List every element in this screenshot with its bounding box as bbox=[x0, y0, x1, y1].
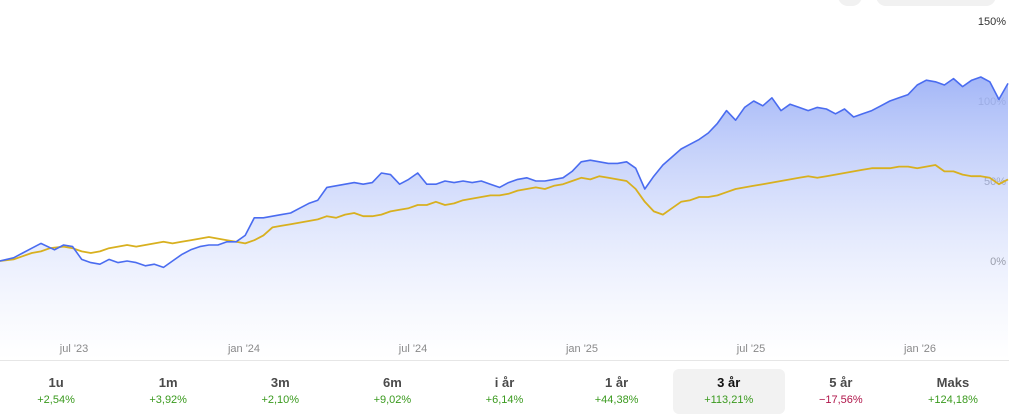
period-option[interactable]: 6m +9,02% bbox=[336, 369, 448, 414]
period-label: 6m bbox=[382, 375, 402, 390]
period-label: 1 år bbox=[605, 375, 629, 390]
period-change: −17,56% bbox=[818, 394, 863, 406]
top-control-round[interactable] bbox=[838, 0, 862, 6]
period-label: 1m bbox=[158, 375, 178, 390]
period-change: +113,21% bbox=[704, 394, 754, 406]
period-option[interactable]: 1m +3,92% bbox=[112, 369, 224, 414]
period-label: 1u bbox=[48, 375, 64, 390]
period-change: +9,02% bbox=[373, 394, 412, 406]
benchmark-series-line bbox=[0, 164, 1009, 262]
period-selector: 1u +2,54% 1m +3,92% 3m +2,10% 6m +9,02% i år +6,1… bbox=[0, 360, 1009, 418]
y-tick-label: 150% bbox=[978, 16, 1006, 28]
period-option[interactable]: i år +6,14% bbox=[448, 369, 560, 414]
period-change: +2,54% bbox=[37, 394, 75, 406]
performance-chart: 0%50%100%150% jul '23jan '24jul '24jan '… bbox=[0, 16, 1009, 360]
period-option[interactable]: 1u +2,54% bbox=[0, 369, 112, 414]
period-label: Maks bbox=[936, 375, 970, 390]
period-change: +6,14% bbox=[485, 394, 524, 406]
main-series-area bbox=[0, 77, 1008, 360]
main-series-line bbox=[0, 76, 1009, 269]
period-change: +3,92% bbox=[149, 394, 187, 406]
period-option[interactable]: 5 år −17,56% bbox=[785, 369, 897, 414]
top-control-pill[interactable] bbox=[876, 0, 996, 6]
period-label: 5 år bbox=[829, 375, 853, 390]
period-change: +2,10% bbox=[261, 394, 300, 406]
period-option[interactable]: 3 år +113,21% bbox=[672, 369, 785, 414]
period-change: +124,18% bbox=[928, 394, 978, 406]
period-change: +44,38% bbox=[594, 394, 639, 406]
period-label: 3 år bbox=[717, 375, 741, 390]
period-label: 3m bbox=[270, 375, 290, 390]
period-option[interactable]: 3m +2,10% bbox=[224, 369, 336, 414]
period-label: i år bbox=[494, 375, 515, 390]
period-option[interactable]: Maks +124,18% bbox=[897, 369, 1009, 414]
period-option[interactable]: 1 år +44,38% bbox=[561, 369, 673, 414]
